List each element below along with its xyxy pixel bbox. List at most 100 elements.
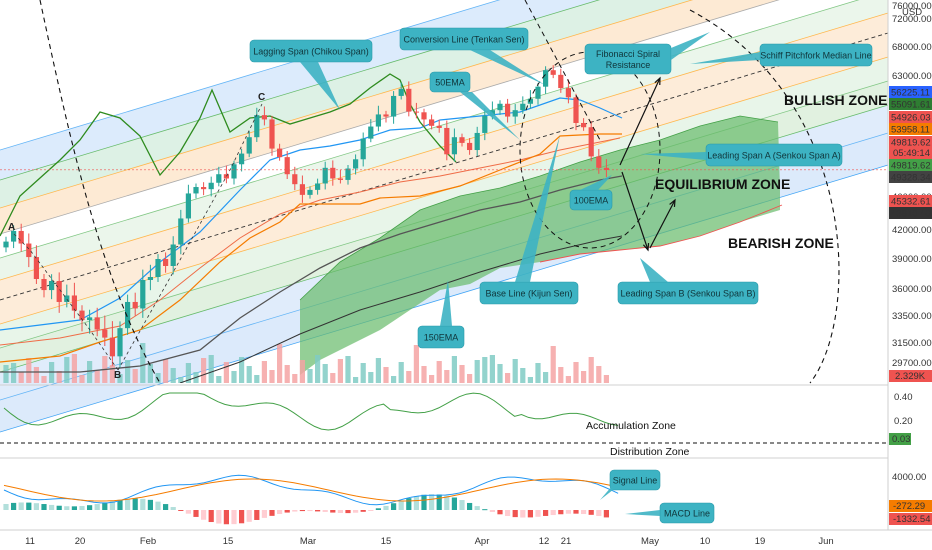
volume-bar (429, 375, 435, 383)
volume-bar (573, 362, 579, 383)
macd-histogram-bar (413, 496, 419, 510)
callout-base-pointer (515, 135, 560, 282)
candle-body (216, 174, 222, 183)
price-tick-label: 31500.00 (892, 338, 932, 349)
callout-macd-pointer (625, 510, 660, 516)
candle-body (573, 97, 579, 123)
candle-body (41, 279, 47, 291)
accumulation-zone-label: Accumulation Zone (586, 420, 676, 432)
price-label-box (889, 111, 932, 123)
candle-body (360, 138, 366, 160)
volume-bar (26, 358, 32, 383)
volume-bar (512, 359, 518, 383)
candle-body (345, 168, 351, 180)
price-label-text: 53958.11 (891, 125, 930, 136)
volume-bar (543, 372, 549, 383)
macd-histogram-bar (360, 510, 366, 512)
price-tick-label: 68000.00 (892, 42, 932, 53)
macd-histogram-bar (216, 510, 222, 524)
macd-histogram-bar (436, 494, 442, 510)
senkou-span-a-line (299, 115, 779, 301)
macd-histogram-bar (299, 510, 305, 512)
macd-histogram-bar (505, 510, 511, 517)
candle-body (269, 119, 275, 149)
price-label-box (889, 136, 932, 148)
price-tick-label: 72000.00 (892, 14, 932, 25)
callout-span-a-pointer (640, 152, 706, 160)
pivot-line-ab (13, 233, 119, 371)
arrow-recovery-shaft (649, 199, 676, 249)
arrow-bearish-head (642, 242, 650, 252)
candle-body (125, 301, 131, 329)
pitchfork-line-4 (0, 0, 860, 259)
ema-150-line (179, 235, 623, 383)
macd-histogram-bar (315, 510, 321, 512)
macd-histogram-bar (482, 509, 488, 511)
volume-bar (421, 366, 427, 383)
candle-body (307, 189, 313, 195)
candle-body (383, 114, 389, 117)
price-label-text: 43810.40 (891, 209, 931, 220)
volume-bar (436, 361, 442, 383)
volume-bar (474, 360, 480, 383)
macd-histogram-bar (558, 510, 564, 515)
candle-body (79, 310, 85, 321)
volume-bar (11, 363, 17, 383)
price-tick-label: 39000.00 (892, 254, 932, 265)
volume-bar (558, 367, 564, 383)
tenkan-sen-line (0, 97, 623, 331)
candle-body (353, 159, 359, 169)
price-label-text: 45332.61 (891, 197, 931, 208)
callout-signal-text: Signal Line (613, 476, 658, 486)
macd-histogram-bar (178, 510, 184, 511)
volume-bar (398, 362, 404, 383)
volume-bar (185, 363, 191, 383)
volume-bar (360, 363, 366, 383)
candle-body (56, 281, 62, 302)
callout-ema50-text: 50EMA (435, 78, 465, 88)
pitchfork-line-0 (0, 0, 501, 151)
indicator-panes: Accumulation Zone Distribution Zone (0, 384, 888, 525)
volume-bar (231, 371, 237, 383)
candle-body (71, 295, 77, 311)
chikou-span-line (0, 73, 457, 237)
volume-bar (147, 364, 153, 383)
macd-histogram-bar (239, 510, 245, 524)
callout-signal-pointer (600, 486, 618, 500)
candle-body (467, 142, 473, 151)
macd-histogram-bar (512, 510, 518, 518)
date-tick-label: Feb (140, 536, 156, 547)
callout-lagging-pointer (300, 62, 340, 110)
candle-body (170, 244, 176, 266)
date-tick-label: 15 (223, 536, 234, 547)
callout-conversion-pointer (470, 50, 545, 85)
candle-body (558, 74, 564, 89)
volume-bar (459, 365, 465, 383)
price-tick-label: 42000.00 (892, 225, 932, 236)
candle-body (505, 103, 511, 117)
callout-lagging-span-text: Lagging Span (Chikou Span) (253, 47, 369, 57)
macd-histogram-bar (117, 499, 123, 510)
price-tick-label: 36000.00 (892, 284, 932, 295)
candle-body (102, 329, 108, 338)
macd-histogram-bar (368, 510, 374, 511)
macd-value-text: -272.29 (893, 501, 925, 512)
volume-label-text: 2.329K (895, 371, 926, 382)
macd-histogram-bar (277, 510, 283, 515)
volume-bar (299, 360, 305, 383)
macd-line (3, 474, 619, 506)
candle-body (178, 218, 184, 245)
volume-bar (163, 359, 169, 383)
candle-body (497, 103, 503, 111)
candle-body (527, 98, 533, 104)
volume-bar (109, 365, 115, 383)
currency-label: USD (902, 7, 922, 18)
callout-ema100-pointer (580, 175, 612, 190)
volume-bar (269, 370, 275, 383)
volume-bar (216, 376, 222, 383)
macd-histogram-bar (527, 510, 533, 518)
volume-bar (64, 357, 70, 383)
macd-histogram-bar (132, 498, 138, 510)
volume-bar (178, 377, 184, 383)
